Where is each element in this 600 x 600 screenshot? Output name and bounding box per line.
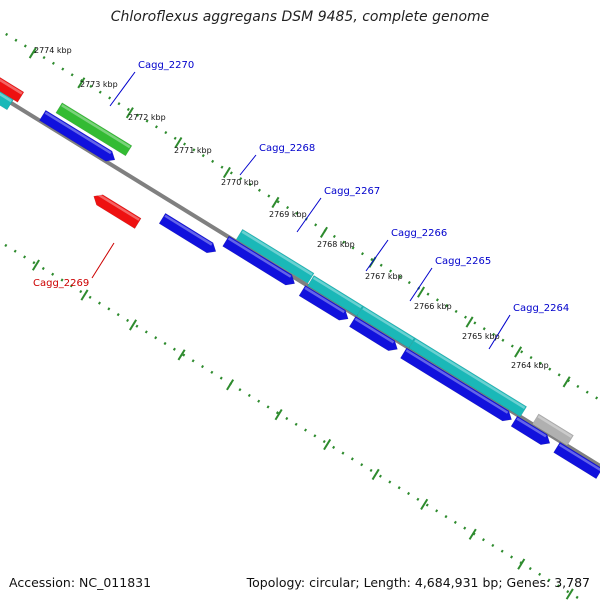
gene-label-cagg-2266: Cagg_2266 [391,228,447,239]
ruler-label: 2766 kbp [414,302,452,311]
inner-ruler-line [0,240,584,600]
feature-cagg-2270 [55,102,133,157]
feature-grey-shine [537,415,573,438]
leader-cagg-2269 [91,242,115,279]
ruler-tick [517,558,526,570]
ruler-tick [323,438,332,451]
ruler-tick [129,319,138,331]
feature-cagg-2270-shine [61,104,131,149]
feature-cds-1 [39,109,116,162]
ruler-tick [174,137,183,149]
feature-cds-edge [553,441,600,480]
ruler-tick [274,409,283,421]
genome-stats-text: Topology: circular; Length: 4,684,931 bp… [246,575,590,590]
feature-cagg-2268 [222,235,296,286]
gene-label-cagg-2265: Cagg_2265 [435,256,491,267]
gene-label-cagg-2267: Cagg_2267 [324,186,380,197]
ruler-label: 2764 kbp [511,361,549,370]
leader-cagg-2266 [365,239,389,272]
feature-red-edge [0,77,25,103]
ruler-tick [271,196,280,209]
gene-features [0,77,600,480]
ruler-label: 2770 kbp [221,178,259,187]
feature-cds-2 [158,212,217,254]
gene-label-cagg-2264: Cagg_2264 [513,303,569,314]
ruler-tick [420,498,429,510]
ruler-tick [562,376,571,388]
ruler-label: 2768 kbp [317,240,355,249]
ruler-tick [226,379,235,391]
feature-cyan-edge-shine [0,92,12,103]
ruler-label: 2772 kbp [128,113,166,122]
feature-cds-3 [298,285,349,321]
ruler-tick [565,588,574,600]
feature-cds-2-shine [164,214,213,246]
feature-cds-3-shine [304,286,345,314]
ruler-tick [177,349,186,361]
feature-cds-4 [348,316,398,352]
feature-cagg-2264-box [408,337,528,418]
feature-cds-6 [510,415,551,445]
feature-cagg-2267-box [235,228,315,284]
label-leader-lines [91,71,511,350]
ruler-tick [28,47,37,59]
accession-text: Accession: NC_011831 [9,575,152,590]
ruler-tick [371,468,380,481]
ruler-tick [125,107,134,119]
feature-red-edge-shine [0,78,23,95]
feature-cagg-2269-shine [95,192,140,221]
feature-cagg-2268-shine [227,237,292,278]
feature-cds-edge-shine [558,443,600,471]
ruler-label: 2773 kbp [80,80,118,89]
ruler-label: 2771 kbp [174,146,212,155]
leader-cagg-2265 [409,267,433,302]
feature-cagg-2264-box-shine [414,339,526,409]
feature-cagg-2266-box-shine [312,276,362,309]
leader-cagg-2268 [239,154,257,176]
feature-cyan-edge [0,91,14,111]
gene-label-cagg-2268: Cagg_2268 [259,143,315,154]
feature-cds-4-shine [354,317,395,344]
feature-cds-5-shine [405,349,509,414]
gene-label-cagg-2269: Cagg_2269 [33,278,89,289]
map-title: Chloroflexus aggregans DSM 9485, complet… [110,9,490,25]
feature-cagg-2267-box-shine [241,230,313,276]
feature-grey [531,413,574,446]
ruler-tick [417,286,426,298]
feature-cds-5 [400,347,512,422]
ruler-label: 2767 kbp [365,272,403,281]
feature-cds-6-shine [516,417,547,438]
leader-cagg-2267 [296,197,322,233]
ruler-ticks [28,47,574,600]
ruler-tick [80,289,89,301]
gene-label-cagg-2270: Cagg_2270 [138,60,194,71]
ruler-tick [222,166,231,179]
ruler-tick [31,259,40,271]
leader-cagg-2270 [109,71,136,107]
leader-cagg-2264 [488,314,511,350]
ruler-tick [77,77,86,89]
ruler-tick [465,316,474,328]
feature-cds-1-shine [44,111,112,155]
feature-cagg-2269 [93,194,142,229]
feature-cagg-2265-box-shine [362,307,414,341]
ruler-label: 2774 kbp [34,46,72,55]
ruler-tick [319,226,328,238]
ruler-label: 2765 kbp [462,332,500,341]
ruler-label: 2769 kbp [269,210,307,219]
ruler-dotted-line [0,28,600,600]
ruler-tick [468,528,477,540]
ruler-tick [514,346,523,358]
outer-ruler-line [0,28,600,402]
